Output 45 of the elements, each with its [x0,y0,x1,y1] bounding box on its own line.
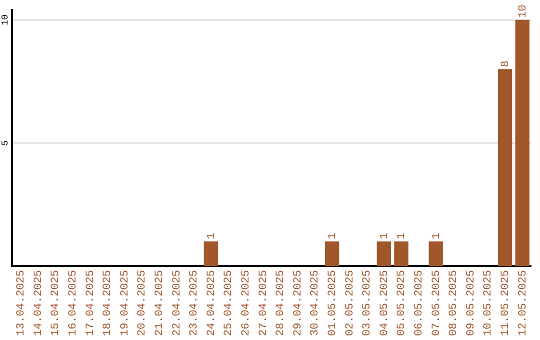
x-tick-label: 22.04.2025 [171,270,184,336]
x-tick-label: 05.05.2025 [396,270,408,336]
x-tick-label: 29.04.2025 [292,270,304,336]
bar [428,241,443,266]
bar [204,241,218,266]
x-tick-label: 13.04.2025 [16,270,28,336]
x-tick-label: 16.04.2025 [67,270,80,336]
x-tick-label: 06.05.2025 [413,270,426,336]
bar [394,241,408,266]
data-label: 1 [326,232,339,240]
x-tick-label: 01.05.2025 [326,270,339,336]
x-tick-label: 03.05.2025 [362,270,374,336]
x-tick-label: 20.04.2025 [136,270,149,336]
x-tick-label: 25.04.2025 [223,270,236,336]
x-tick-label: 17.04.2025 [84,270,97,336]
data-label: 1 [396,232,408,240]
x-tick-label: 19.04.2025 [119,270,132,336]
x-tick-label: 26.04.2025 [240,270,252,336]
x-tick-label: 08.05.2025 [448,270,460,336]
data-label: 1 [430,232,443,240]
x-tick-label: 18.04.2025 [102,270,114,336]
x-tick-label: 07.05.2025 [430,270,443,336]
x-tick-label: 30.04.2025 [310,270,322,336]
data-label: 1 [378,232,391,240]
x-tick-label: 09.05.2025 [465,270,478,336]
x-tick-label: 02.05.2025 [344,270,356,336]
x-tick-label: 27.04.2025 [258,270,270,336]
x-tick-label: 28.04.2025 [275,270,288,336]
data-label: 8 [500,60,512,68]
bar [324,241,340,266]
x-tick-label: 10.05.2025 [482,270,495,336]
data-label: 10 [517,4,530,18]
x-tick-label: 21.04.2025 [154,270,166,336]
x-tick-label: 04.05.2025 [378,270,391,336]
x-tick-label: 15.04.2025 [50,270,62,336]
x-tick-label: 14.04.2025 [32,270,45,336]
bar [376,241,392,266]
x-tick-label: 23.04.2025 [188,270,201,336]
bar [515,20,530,266]
y-tick-label: 5 [0,140,10,146]
x-tick-label: 24.04.2025 [206,270,218,336]
x-tick-label: 11.05.2025 [500,270,512,336]
data-label: 1 [206,232,218,240]
bar [498,69,512,266]
x-tick-label: 12.05.2025 [517,270,530,336]
